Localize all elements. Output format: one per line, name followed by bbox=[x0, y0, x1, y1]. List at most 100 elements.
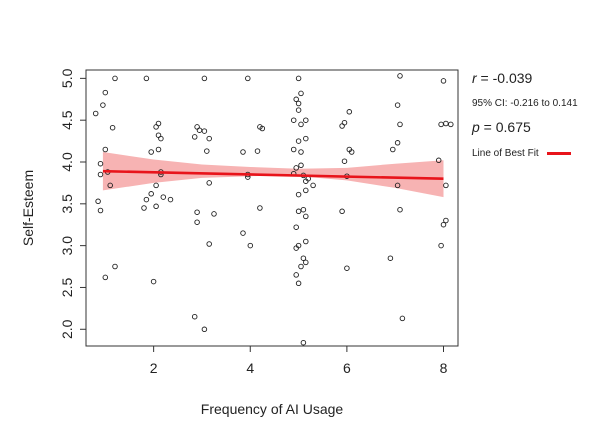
data-point bbox=[295, 100, 302, 107]
data-point bbox=[394, 182, 401, 189]
data-point bbox=[191, 134, 198, 140]
data-point bbox=[298, 121, 304, 128]
data-point bbox=[92, 110, 99, 117]
data-point bbox=[290, 117, 297, 123]
data-point bbox=[397, 121, 403, 128]
data-point bbox=[194, 219, 200, 225]
data-point bbox=[303, 259, 309, 266]
data-point bbox=[298, 90, 304, 97]
r-symbol: r bbox=[472, 70, 477, 86]
data-point bbox=[95, 198, 101, 205]
data-point bbox=[257, 205, 263, 211]
data-point bbox=[293, 245, 299, 251]
y-tick-label: 3.0 bbox=[59, 236, 75, 256]
data-point bbox=[148, 149, 154, 155]
data-point bbox=[254, 148, 261, 154]
data-point bbox=[303, 238, 309, 245]
data-point bbox=[102, 146, 109, 153]
data-point bbox=[107, 182, 113, 189]
data-point bbox=[397, 73, 403, 79]
data-point bbox=[303, 187, 309, 194]
data-point bbox=[245, 75, 251, 82]
data-point bbox=[97, 207, 104, 214]
fit-line-layer bbox=[102, 169, 444, 181]
data-point bbox=[201, 128, 208, 134]
data-point bbox=[341, 119, 348, 126]
data-point bbox=[240, 230, 246, 236]
x-tick-label: 6 bbox=[343, 360, 351, 376]
data-point bbox=[167, 196, 174, 203]
y-tick-label: 2.5 bbox=[59, 278, 75, 298]
x-tick-label: 2 bbox=[150, 360, 158, 376]
data-point bbox=[259, 125, 266, 132]
data-point bbox=[100, 102, 106, 108]
data-point bbox=[341, 158, 348, 164]
data-point bbox=[293, 224, 299, 230]
data-point bbox=[150, 278, 157, 285]
data-point bbox=[295, 75, 302, 82]
p-symbol: p bbox=[472, 119, 480, 135]
data-point bbox=[435, 157, 442, 164]
y-tick-label: 5.0 bbox=[59, 68, 75, 88]
data-point bbox=[155, 146, 162, 153]
data-point bbox=[440, 221, 447, 228]
data-point bbox=[394, 140, 401, 146]
plot-frame bbox=[85, 69, 459, 347]
data-point bbox=[158, 135, 164, 142]
data-point bbox=[295, 280, 302, 287]
data-point bbox=[102, 274, 109, 281]
data-point bbox=[440, 78, 447, 84]
data-point bbox=[300, 255, 307, 261]
correlation-stat: r = -0.039 bbox=[472, 70, 532, 86]
y-tick-label: 4.0 bbox=[59, 152, 75, 172]
data-point bbox=[191, 313, 198, 320]
data-point bbox=[293, 272, 299, 278]
x-axis-label: Frequency of AI Usage bbox=[201, 401, 344, 417]
data-point bbox=[143, 196, 150, 203]
axes-layer: 2 4 6 8 2.0 2.5 3.0 3.5 4.0 4.5 5.0 bbox=[59, 68, 448, 376]
data-point bbox=[348, 149, 355, 155]
data-point bbox=[194, 209, 200, 215]
data-point bbox=[438, 121, 444, 128]
data-point bbox=[298, 162, 304, 169]
data-point bbox=[295, 107, 302, 113]
x-tick-label: 8 bbox=[440, 360, 448, 376]
data-point bbox=[97, 160, 104, 167]
data-point bbox=[394, 102, 401, 108]
data-point bbox=[339, 208, 345, 215]
data-point bbox=[247, 242, 254, 249]
legend-line-swatch bbox=[546, 152, 571, 155]
data-point bbox=[303, 213, 309, 220]
data-point bbox=[300, 339, 307, 346]
data-point bbox=[300, 206, 307, 213]
legend: Line of Best Fit bbox=[472, 148, 571, 159]
y-tick-label: 2.0 bbox=[59, 319, 75, 339]
data-point bbox=[160, 194, 167, 200]
confidence-interval-stat: 95% CI: -0.216 to 0.141 bbox=[472, 98, 578, 109]
data-point bbox=[298, 263, 304, 270]
x-tick-label: 4 bbox=[246, 360, 254, 376]
r-value: = -0.039 bbox=[476, 70, 533, 86]
data-point bbox=[196, 127, 203, 133]
data-point bbox=[295, 138, 302, 144]
data-point bbox=[303, 117, 309, 123]
data-point bbox=[155, 120, 162, 127]
data-point bbox=[204, 148, 210, 154]
points-layer bbox=[92, 73, 454, 346]
data-point bbox=[443, 120, 449, 127]
data-point bbox=[298, 149, 304, 155]
data-point bbox=[387, 255, 394, 261]
data-point bbox=[153, 203, 159, 210]
data-point bbox=[346, 109, 353, 115]
data-point bbox=[399, 315, 406, 322]
y-tick-label: 4.5 bbox=[59, 110, 75, 130]
y-tick-label: 3.5 bbox=[59, 194, 75, 214]
data-point bbox=[303, 135, 309, 142]
data-point bbox=[112, 75, 118, 82]
y-axis-label: Self-Esteem bbox=[20, 170, 36, 246]
data-point bbox=[397, 206, 403, 213]
data-point bbox=[112, 263, 118, 270]
data-point bbox=[206, 241, 212, 247]
data-point bbox=[143, 75, 150, 82]
